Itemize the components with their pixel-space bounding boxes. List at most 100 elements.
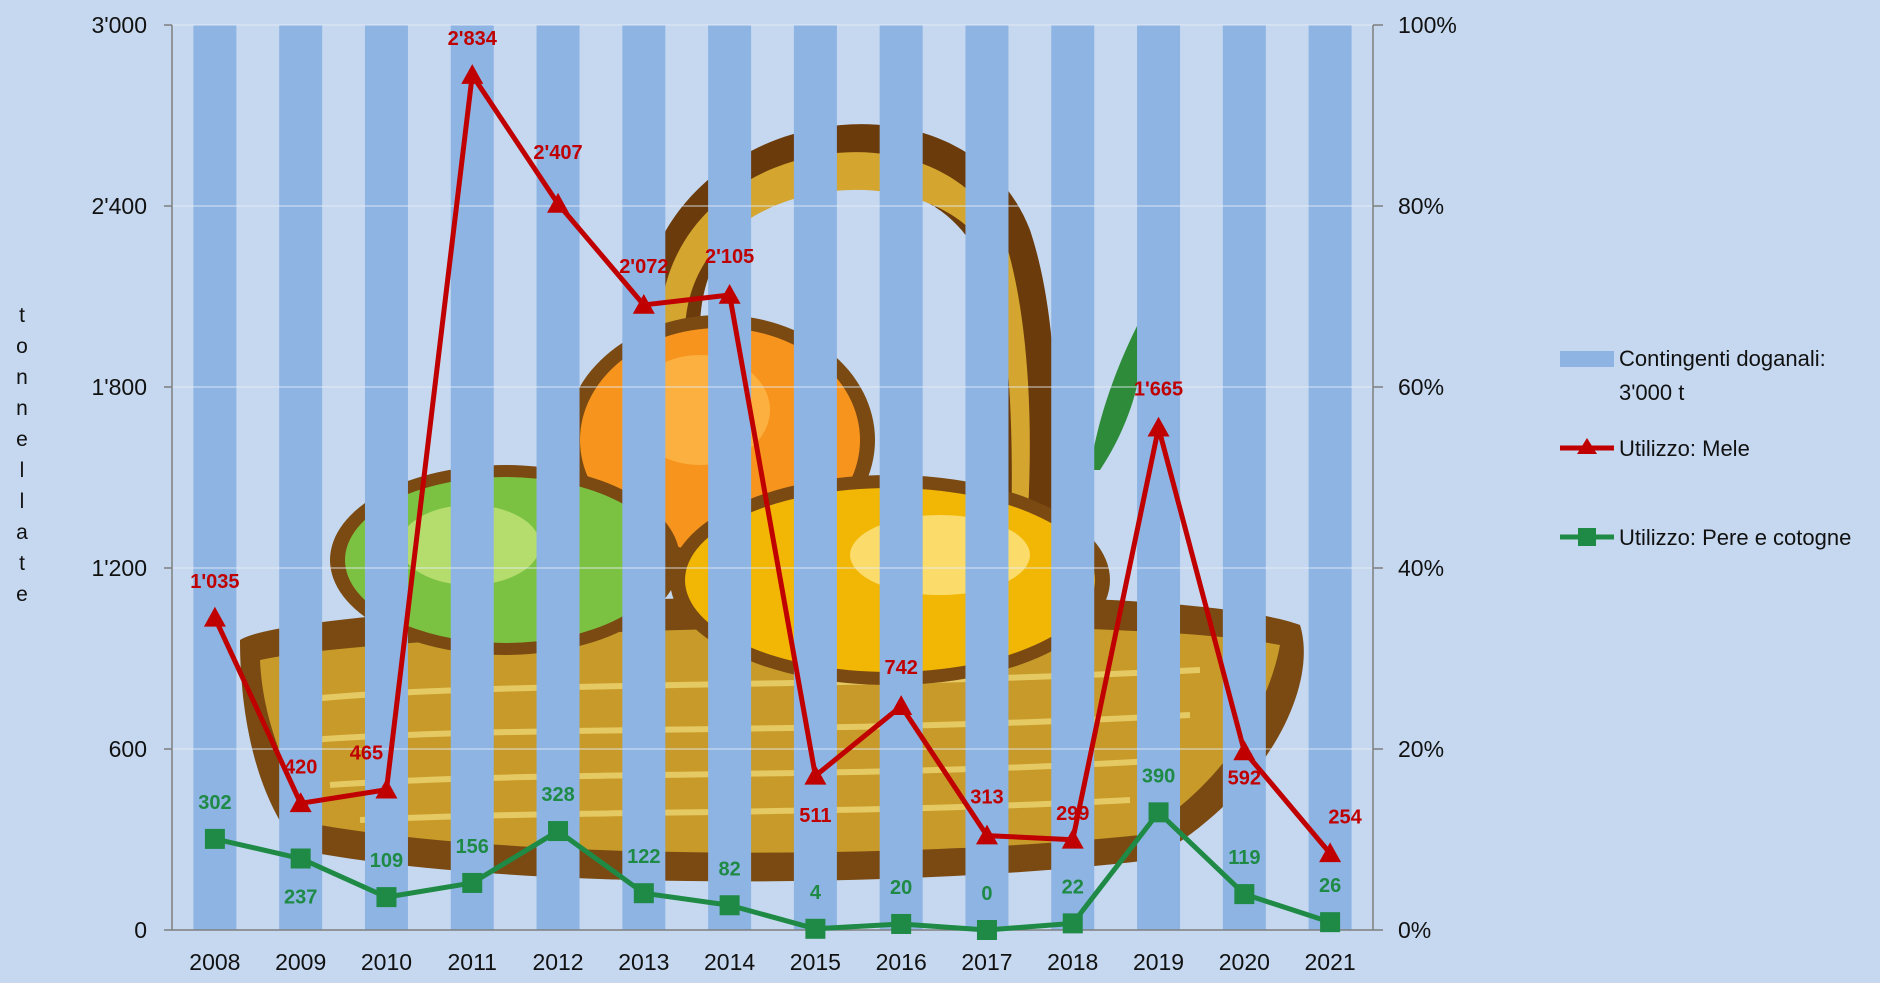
y2-tick-label: 100% [1398, 12, 1457, 38]
legend-label-contingenti: 3'000 t [1619, 380, 1684, 405]
marker-pere-2020 [1234, 884, 1255, 905]
data-label-mele: 1'665 [1134, 379, 1183, 401]
series-line-pere [214, 809, 1331, 933]
data-label-pere: 0 [981, 883, 992, 905]
marker-pere-2019 [1148, 802, 1169, 823]
data-label-mele: 2'105 [705, 246, 754, 268]
x-tick-label: 2015 [790, 949, 841, 975]
x-tick-label: 2014 [704, 949, 755, 975]
data-label-mele: 511 [799, 805, 831, 827]
data-label-mele: 1'035 [190, 571, 239, 593]
x-tick-label: 2018 [1047, 949, 1098, 975]
data-label-pere: 119 [1228, 847, 1260, 869]
data-label-mele: 2'072 [619, 256, 668, 278]
legend: Contingenti doganali: 3'000 t Utilizzo: Me… [1560, 346, 1851, 550]
bar-2012 [536, 25, 580, 930]
x-tick-label: 2008 [189, 949, 240, 975]
y2-tick-label: 60% [1398, 374, 1444, 400]
bar-2014 [708, 25, 752, 930]
data-label-pere: 22 [1062, 876, 1084, 898]
marker-mele-2011 [461, 64, 484, 84]
marker-pere-2015 [805, 918, 826, 939]
bar-2015 [793, 25, 837, 930]
y-axis-label-letter: n [16, 397, 28, 420]
marker-pere-2014 [719, 895, 740, 916]
marker-mele-2017 [975, 824, 998, 845]
marker-pere-2018 [1062, 913, 1083, 934]
marker-mele-2008 [203, 606, 226, 627]
y-axis-label-letter: o [16, 335, 28, 358]
data-label-pere: 4 [810, 882, 822, 904]
marker-pere-2013 [633, 883, 654, 904]
bar-2020 [1222, 25, 1266, 930]
y-axis-label-letter: t [19, 552, 25, 575]
series-line-mele [212, 72, 1333, 855]
x-tick-label: 2020 [1219, 949, 1270, 975]
marker-mele-2020 [1233, 740, 1256, 761]
data-label-pere: 122 [627, 846, 660, 868]
y2-tick-label: 80% [1398, 193, 1444, 219]
data-label-pere: 390 [1142, 765, 1175, 787]
marker-pere-2011 [462, 872, 483, 893]
marker-pere-2021 [1320, 912, 1341, 933]
y-axis-label-letter: l [20, 490, 25, 513]
data-label-pere: 82 [718, 858, 740, 880]
legend-label-mele: Utilizzo: Mele [1619, 436, 1750, 461]
marker-mele-2021 [1319, 842, 1342, 863]
data-label-mele: 2'407 [533, 142, 582, 164]
bar-2021 [1308, 25, 1352, 930]
y-tick-label: 1'200 [91, 555, 147, 581]
data-label-mele: 420 [284, 756, 317, 778]
y-axis-label-letter: e [16, 428, 28, 451]
y-axis-label-letter: a [16, 521, 28, 544]
y-axis-label-letter: e [16, 583, 28, 606]
y2-tick-label: 20% [1398, 736, 1444, 762]
marker-pere-2009 [290, 848, 311, 869]
data-label-pere: 328 [541, 784, 574, 806]
x-tick-label: 2010 [361, 949, 412, 975]
x-tick-label: 2017 [961, 949, 1012, 975]
marker-mele-2013 [632, 293, 655, 314]
legend-swatch-contingenti [1560, 351, 1614, 367]
bar-2009 [279, 25, 323, 930]
data-label-mele: 254 [1328, 806, 1362, 828]
data-label-mele: 2'834 [448, 28, 498, 50]
y2-tick-label: 40% [1398, 555, 1444, 581]
legend-label-pere: Utilizzo: Pere e cotogne [1619, 525, 1851, 550]
marker-mele-2018 [1061, 828, 1084, 849]
marker-pere-2012 [548, 821, 569, 842]
bar-2013 [622, 25, 666, 930]
legend-marker-pere [1578, 528, 1596, 546]
data-label-pere: 20 [890, 877, 912, 899]
y2-tick-label: 0% [1398, 917, 1431, 943]
marker-pere-2010 [376, 887, 397, 908]
data-label-mele: 465 [350, 743, 383, 765]
y-axis-label-letter: t [19, 304, 25, 327]
bar-2018 [1051, 25, 1095, 930]
y-tick-label: 3'000 [91, 12, 147, 38]
data-label-mele: 592 [1228, 767, 1261, 789]
marker-mele-2009 [289, 792, 312, 813]
y-axis-label-letter: l [20, 459, 25, 482]
data-label-pere: 109 [370, 850, 403, 872]
x-tick-label: 2016 [876, 949, 927, 975]
legend-label-contingenti: Contingenti doganali: [1619, 346, 1826, 371]
x-tick-label: 2021 [1305, 949, 1356, 975]
x-tick-label: 2012 [532, 949, 583, 975]
bar-2011 [450, 25, 494, 930]
bar-2017 [965, 25, 1009, 930]
data-label-mele: 742 [884, 657, 917, 679]
y-tick-label: 2'400 [91, 193, 147, 219]
data-label-mele: 299 [1056, 803, 1089, 825]
x-tick-label: 2009 [275, 949, 326, 975]
marker-mele-2019 [1147, 416, 1170, 437]
data-label-pere: 156 [456, 836, 489, 858]
marker-pere-2016 [891, 913, 912, 934]
x-tick-label: 2019 [1133, 949, 1184, 975]
marker-mele-2010 [375, 778, 398, 799]
marker-mele-2014 [718, 283, 741, 304]
data-label-mele: 313 [970, 787, 1003, 809]
marker-mele-2016 [890, 695, 913, 715]
bar-2016 [879, 25, 923, 930]
